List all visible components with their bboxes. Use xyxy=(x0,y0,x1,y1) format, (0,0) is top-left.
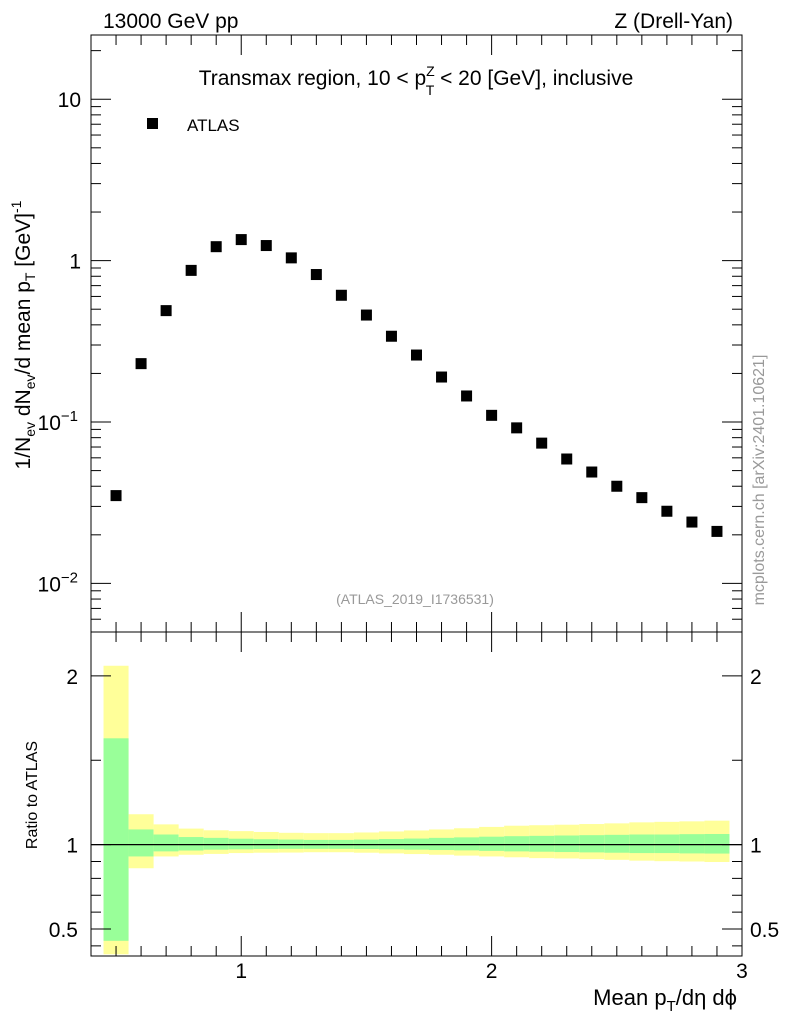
ratio-y-tick-label: 2 xyxy=(66,666,78,689)
analysis-watermark: (ATLAS_2019_I1736531) xyxy=(336,591,494,607)
ratio-inner-band xyxy=(629,834,655,854)
atlas-data-point xyxy=(335,289,347,301)
ratio-x-tick-label: 1 xyxy=(235,960,247,983)
atlas-data-point xyxy=(711,525,723,537)
main-y-tick-label: 1 xyxy=(69,251,81,274)
ratio-axis-tick-labels: 0.5 0.5 1 1 2 2 1 2 3 xyxy=(49,666,779,983)
ratio-y-tick-label-right: 0.5 xyxy=(750,919,779,942)
main-title: Transmax region, 10 < pZ T < 20 [GeV], in… xyxy=(199,63,634,98)
ratio-inner-band xyxy=(604,834,630,853)
ratio-y-tick-label-right: 2 xyxy=(750,666,762,689)
atlas-data-point xyxy=(686,516,698,528)
ratio-panel: Ratio to ATLAS 0.5 0.5 1 1 2 2 1 2 3 Mean pT/dη … xyxy=(24,631,779,1015)
ratio-inner-band xyxy=(429,837,455,851)
atlas-data-point xyxy=(135,358,147,370)
x-axis-label: Mean pT/dη dϕ xyxy=(593,985,737,1015)
atlas-data-point xyxy=(536,437,548,449)
ratio-axis-ticks xyxy=(91,632,743,956)
ratio-x-tick-label: 2 xyxy=(486,960,498,983)
ratio-inner-band xyxy=(153,834,179,852)
legend-label-atlas: ATLAS xyxy=(187,116,240,135)
atlas-data-point xyxy=(411,349,422,361)
atlas-data-point xyxy=(586,466,598,478)
ratio-inner-band xyxy=(454,837,480,851)
ratio-y-axis-label: Ratio to ATLAS xyxy=(24,741,41,849)
ratio-uncertainty-bands xyxy=(103,665,730,955)
ratio-inner-band xyxy=(128,829,154,857)
ratio-inner-band xyxy=(654,834,680,854)
ratio-inner-band xyxy=(479,836,505,851)
ratio-frame xyxy=(90,631,743,957)
ratio-inner-band xyxy=(504,836,530,852)
ratio-inner-band xyxy=(529,835,555,852)
atlas-data-point xyxy=(511,422,523,434)
atlas-data-point xyxy=(310,269,322,281)
ratio-x-tick-label: 3 xyxy=(736,960,748,983)
main-y-tick-label: 10 xyxy=(58,89,81,112)
ratio-inner-band xyxy=(203,837,229,850)
atlas-data-point xyxy=(160,305,172,317)
ratio-inner-band xyxy=(579,835,605,853)
header-left: 13000 GeV pp xyxy=(103,10,238,33)
atlas-data-points xyxy=(110,234,723,537)
ratio-inner-band xyxy=(704,833,730,854)
main-axis-ticks xyxy=(91,35,743,633)
main-y-tick-label: 10−1 xyxy=(38,408,78,435)
atlas-data-point xyxy=(436,371,448,383)
ratio-inner-band xyxy=(679,834,705,854)
side-watermark: mcplots.cern.ch [arXiv:2401.10621] xyxy=(751,355,768,606)
atlas-data-point xyxy=(486,409,498,421)
ratio-y-tick-label-right: 1 xyxy=(750,835,762,858)
atlas-data-point xyxy=(210,241,222,253)
legend-marker-atlas xyxy=(147,118,158,129)
atlas-data-point xyxy=(636,492,648,504)
main-panel: Transmax region, 10 < pZ T < 20 [GeV], in… xyxy=(8,34,743,633)
atlas-data-point xyxy=(185,264,197,276)
atlas-data-point xyxy=(461,390,473,402)
atlas-data-point xyxy=(611,480,623,492)
atlas-data-point xyxy=(561,453,573,465)
atlas-data-point xyxy=(360,309,372,321)
ratio-y-tick-label: 1 xyxy=(66,835,78,858)
ratio-inner-band xyxy=(178,837,204,851)
ratio-inner-band xyxy=(103,738,129,941)
atlas-data-point xyxy=(385,330,397,342)
ratio-y-tick-label: 0.5 xyxy=(49,919,78,942)
atlas-data-point xyxy=(661,505,673,517)
main-y-tick-label: 10−2 xyxy=(38,569,78,596)
ratio-inner-band xyxy=(554,835,580,853)
main-axis-tick-labels: 10 1 10−1 10−2 xyxy=(38,89,81,596)
atlas-data-point xyxy=(260,240,272,252)
header-right: Z (Drell-Yan) xyxy=(614,10,733,33)
main-y-axis-label: 1/Nev dNev/d mean pT [GeV]-1 xyxy=(8,200,38,469)
atlas-data-point xyxy=(285,252,297,264)
atlas-data-point xyxy=(235,234,247,246)
atlas-data-point xyxy=(110,490,122,502)
